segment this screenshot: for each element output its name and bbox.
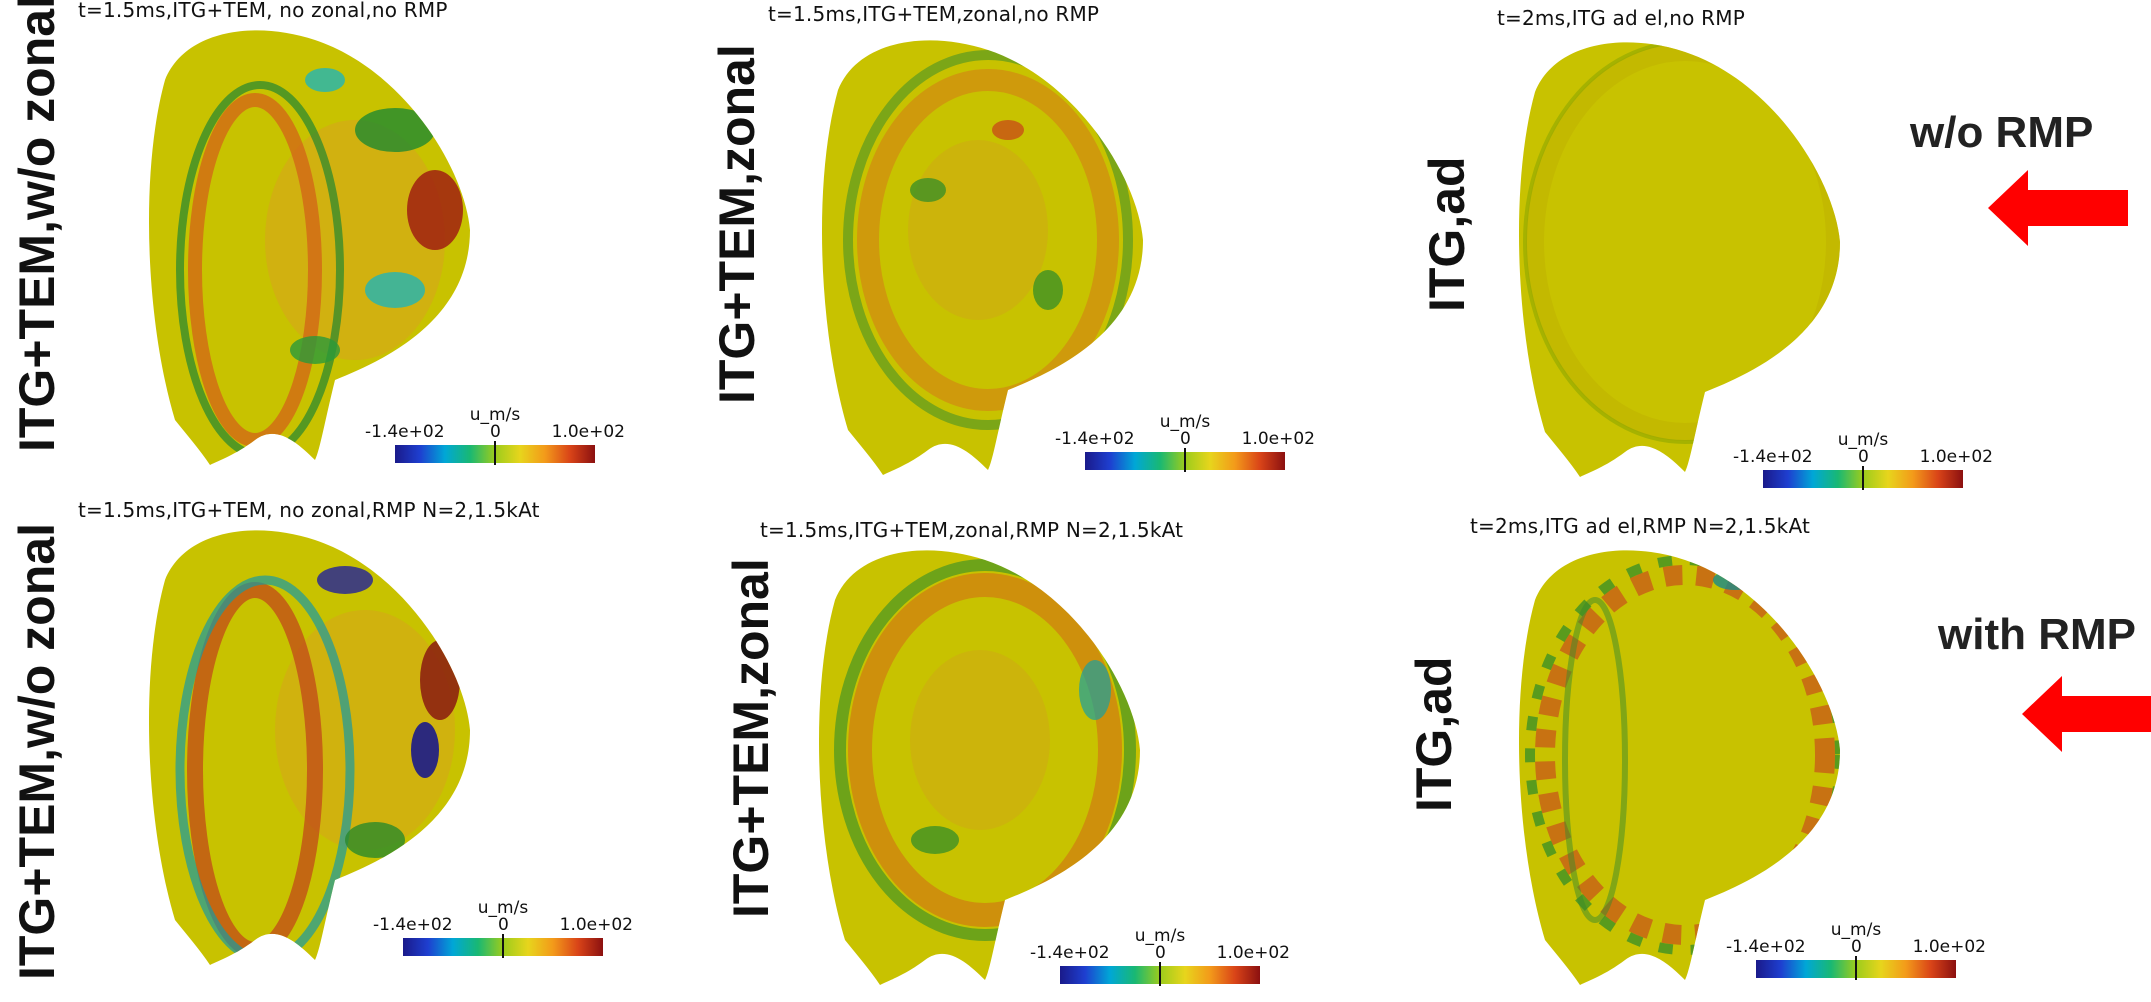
colorbar-min: -1.4e+02 bbox=[373, 915, 453, 935]
panel-title: t=1.5ms,ITG+TEM, no zonal,no RMP bbox=[78, 0, 448, 22]
side-label: ITG+TEM,zonal bbox=[709, 44, 765, 404]
colorbar-max: 1.0e+02 bbox=[1919, 447, 1993, 467]
colorbar-unit: u_m/s bbox=[1134, 926, 1186, 946]
colorbar-unit: u_m/s bbox=[1159, 412, 1211, 432]
side-label: ITG,ad bbox=[1406, 656, 1462, 812]
colorbar-unit: u_m/s bbox=[477, 898, 529, 918]
colorbar-min: -1.4e+02 bbox=[365, 422, 445, 442]
colorbar: u_m/s -1.4e+02 0 1.0e+02 bbox=[1030, 926, 1290, 986]
side-label: ITG,ad bbox=[1419, 156, 1475, 312]
colorbar-min: -1.4e+02 bbox=[1733, 447, 1813, 467]
colorbar-unit: u_m/s bbox=[1830, 920, 1882, 940]
side-label: ITG+TEM,w/o zonal bbox=[9, 523, 65, 980]
colorbar-max: 1.0e+02 bbox=[559, 915, 633, 935]
colorbar-mid: 0 bbox=[1858, 447, 1869, 467]
colorbar-max: 1.0e+02 bbox=[1912, 937, 1986, 957]
colorbar-mid: 0 bbox=[1180, 429, 1191, 449]
colorbar-max: 1.0e+02 bbox=[551, 422, 625, 442]
colorbar-unit: u_m/s bbox=[469, 405, 521, 425]
plasma-cross-section bbox=[1518, 550, 1841, 986]
rmp-label: with RMP bbox=[1938, 610, 2136, 659]
colorbar-min: -1.4e+02 bbox=[1055, 429, 1135, 449]
panel-title: t=1.5ms,ITG+TEM, no zonal,RMP N=2,1.5kAt bbox=[78, 498, 540, 522]
plasma-cross-section bbox=[148, 530, 471, 966]
colorbar-min: -1.4e+02 bbox=[1030, 943, 1110, 963]
side-label: ITG+TEM,zonal bbox=[723, 558, 779, 918]
colorbar: u_m/s -1.4e+02 0 1.0e+02 bbox=[1055, 412, 1315, 472]
colorbar: u_m/s -1.4e+02 0 1.0e+02 bbox=[365, 405, 625, 465]
plasma-cross-section bbox=[1518, 42, 1841, 478]
panel-title: t=2ms,ITG ad el,no RMP bbox=[1497, 6, 1745, 30]
left-arrow-icon bbox=[1988, 170, 2128, 246]
colorbar-max: 1.0e+02 bbox=[1241, 429, 1315, 449]
colorbar: u_m/s -1.4e+02 0 1.0e+02 bbox=[1726, 920, 1986, 980]
side-label: ITG+TEM,w/o zonal bbox=[9, 0, 65, 452]
colorbar: u_m/s -1.4e+02 0 1.0e+02 bbox=[1733, 430, 1993, 490]
colorbar-unit: u_m/s bbox=[1837, 430, 1889, 450]
colorbar-mid: 0 bbox=[490, 422, 501, 442]
colorbar-max: 1.0e+02 bbox=[1216, 943, 1290, 963]
colorbar-mid: 0 bbox=[1851, 937, 1862, 957]
rmp-label: w/o RMP bbox=[1910, 108, 2094, 157]
plasma-cross-section bbox=[818, 550, 1141, 986]
plasma-cross-section bbox=[821, 40, 1144, 476]
colorbar-mid: 0 bbox=[498, 915, 509, 935]
plasma-cross-section bbox=[148, 30, 471, 466]
colorbar-min: -1.4e+02 bbox=[1726, 937, 1806, 957]
colorbar-mid: 0 bbox=[1155, 943, 1166, 963]
panel-title: t=1.5ms,ITG+TEM,zonal,RMP N=2,1.5kAt bbox=[760, 518, 1184, 542]
panel-title: t=1.5ms,ITG+TEM,zonal,no RMP bbox=[768, 2, 1100, 26]
colorbar: u_m/s -1.4e+02 0 1.0e+02 bbox=[373, 898, 633, 958]
panel-title: t=2ms,ITG ad el,RMP N=2,1.5kAt bbox=[1470, 514, 1811, 538]
left-arrow-icon bbox=[2022, 676, 2151, 752]
